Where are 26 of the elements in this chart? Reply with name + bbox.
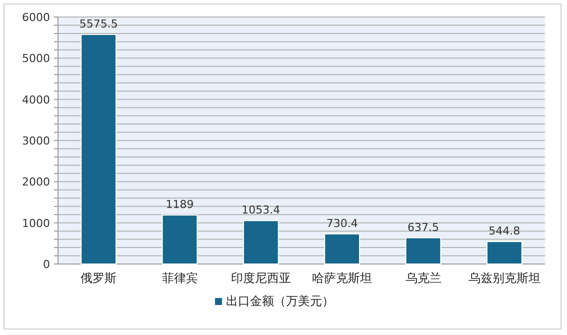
y-tick-label: 0 xyxy=(43,258,50,271)
y-tick-label: 1000 xyxy=(22,216,50,230)
bar xyxy=(324,233,360,264)
y-tick-label: 2000 xyxy=(22,176,50,189)
x-tick-label: 哈萨克斯坦 xyxy=(312,271,372,285)
data-label: 730.4 xyxy=(326,216,358,230)
bar xyxy=(242,220,279,264)
x-tick-label: 菲律宾 xyxy=(162,271,198,285)
legend-label: 出口金额（万美元） xyxy=(226,294,334,308)
bar xyxy=(80,34,117,264)
data-label: 637.5 xyxy=(408,220,439,234)
x-tick-label: 乌克兰 xyxy=(405,271,442,285)
x-tick-label: 乌兹别克斯坦 xyxy=(468,271,540,285)
data-label: 1189 xyxy=(166,198,194,212)
y-tick-label: 4000 xyxy=(22,93,50,106)
y-tick-label: 6000 xyxy=(22,11,50,24)
data-label: 1053.4 xyxy=(242,204,280,217)
x-tick-label: 俄罗斯 xyxy=(80,271,117,285)
bar xyxy=(405,237,442,264)
bar xyxy=(162,214,198,264)
y-tick-label: 5000 xyxy=(22,52,50,66)
data-label: 544.8 xyxy=(488,224,520,238)
data-label: 5575.5 xyxy=(79,17,118,30)
bar xyxy=(486,241,522,264)
x-tick-label: 印度尼西亚 xyxy=(230,271,291,285)
y-tick-label: 3000 xyxy=(22,134,50,148)
